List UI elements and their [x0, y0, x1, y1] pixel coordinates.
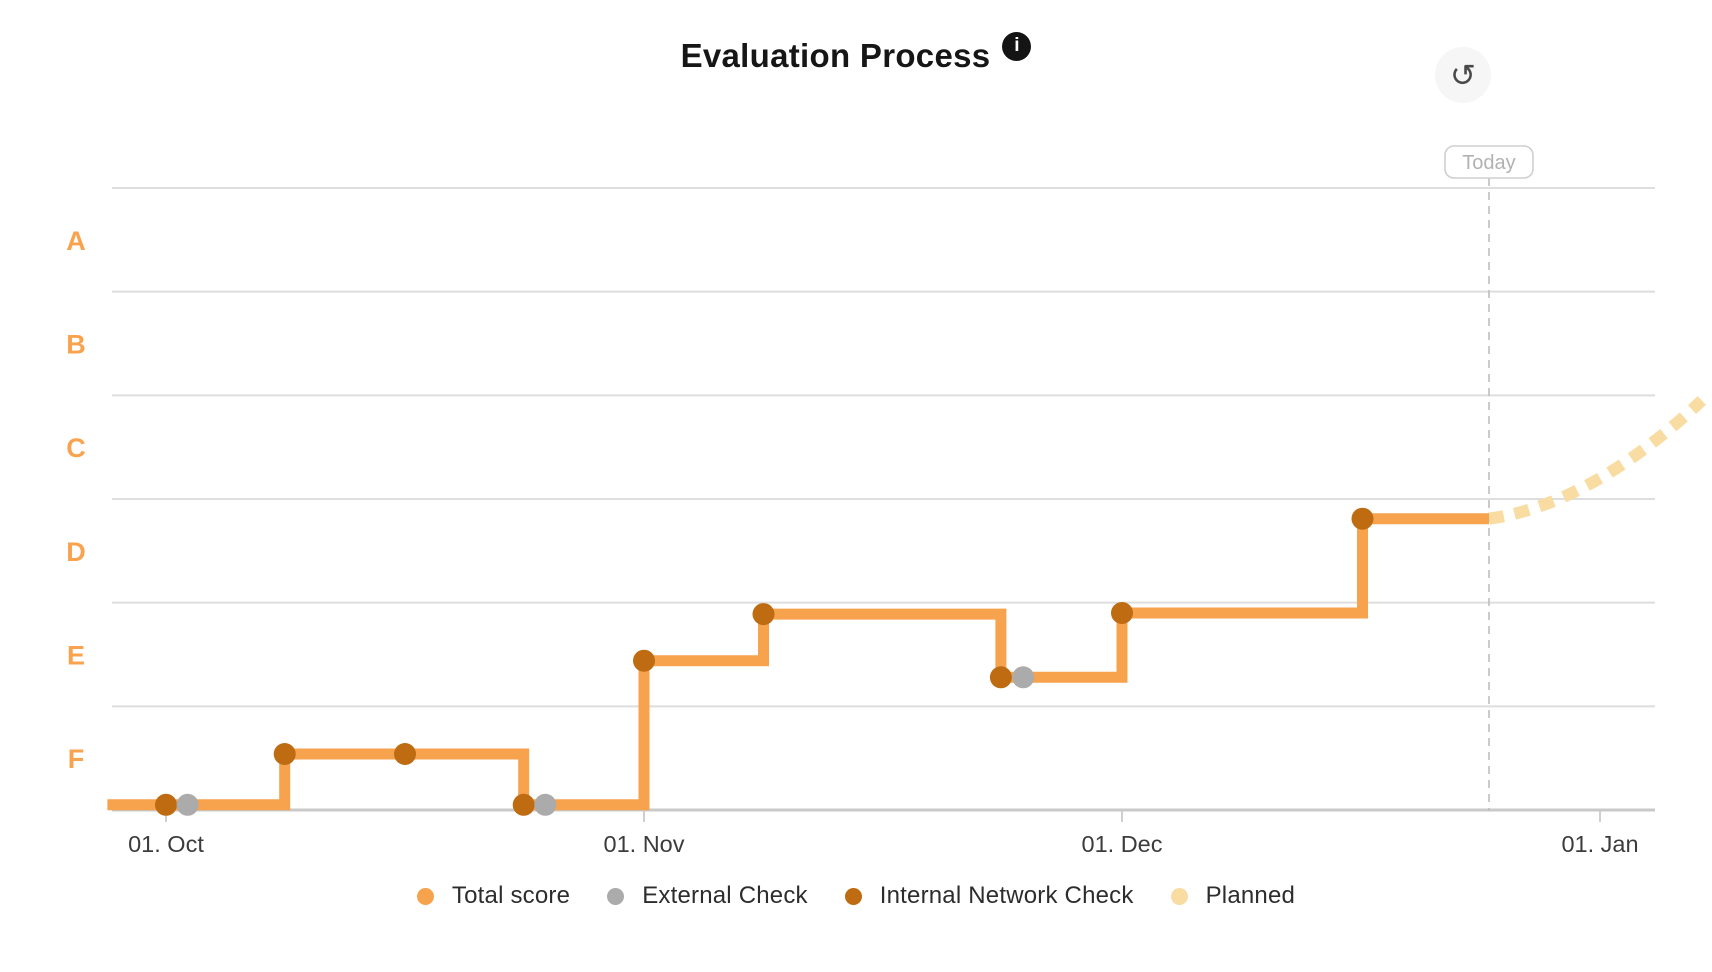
planned-curve [1488, 396, 1706, 525]
today-label: Today [1462, 152, 1515, 174]
internal-check-point[interactable] [155, 793, 177, 816]
reset-icon: ↺ [1450, 57, 1476, 93]
internal-check-point[interactable] [394, 743, 416, 765]
y-axis-label: F [68, 744, 85, 774]
planned-dot-icon [1170, 887, 1188, 905]
legend-label: Total score [451, 882, 571, 909]
info-icon[interactable]: i [1002, 31, 1032, 61]
internal-check-point[interactable] [633, 649, 655, 672]
today-badge [1444, 145, 1534, 179]
total-score-line [107, 513, 1489, 811]
internal-check-point[interactable] [752, 603, 775, 626]
legend-item-internal-network-check[interactable]: Internal Network Check [844, 882, 1134, 910]
legend-item-total-score[interactable]: Total score [416, 882, 571, 910]
x-tick-label: 01. Oct [128, 831, 204, 857]
legend-label: Planned [1205, 882, 1296, 909]
external-check-dot-icon [607, 887, 625, 905]
y-axis-label: D [66, 537, 86, 567]
reset-zoom-button[interactable]: ↺ [1435, 47, 1491, 103]
legend-label: Internal Network Check [879, 882, 1134, 909]
internal-check-point[interactable] [512, 793, 535, 816]
external-check-point[interactable] [534, 793, 557, 816]
internal-check-point[interactable] [1351, 507, 1374, 530]
internal-check-point[interactable] [989, 666, 1012, 689]
y-axis-label: E [67, 641, 85, 671]
total-score-dot-icon [416, 887, 434, 905]
legend-item-planned[interactable]: Planned [1170, 882, 1296, 910]
chart-title: Evaluation Process [680, 37, 991, 74]
x-tick-label: 01. Dec [1082, 831, 1163, 857]
legend-label: External Check [642, 882, 808, 909]
y-axis-label: B [66, 330, 86, 360]
x-tick-label: 01. Jan [1561, 831, 1638, 857]
chart-legend: Total score External Check Internal Netw… [0, 882, 1712, 910]
y-axis-label: A [66, 226, 86, 256]
x-tick-label: 01. Nov [604, 831, 685, 857]
y-axis-label: C [66, 433, 86, 463]
internal-check-point[interactable] [1111, 602, 1133, 624]
external-check-point[interactable] [176, 793, 199, 816]
external-check-point[interactable] [1012, 666, 1035, 689]
chart-header: Evaluation Process i [0, 0, 1712, 112]
legend-item-external-check[interactable]: External Check [607, 882, 808, 910]
internal-network-check-dot-icon [844, 887, 862, 905]
internal-check-point[interactable] [273, 743, 296, 765]
